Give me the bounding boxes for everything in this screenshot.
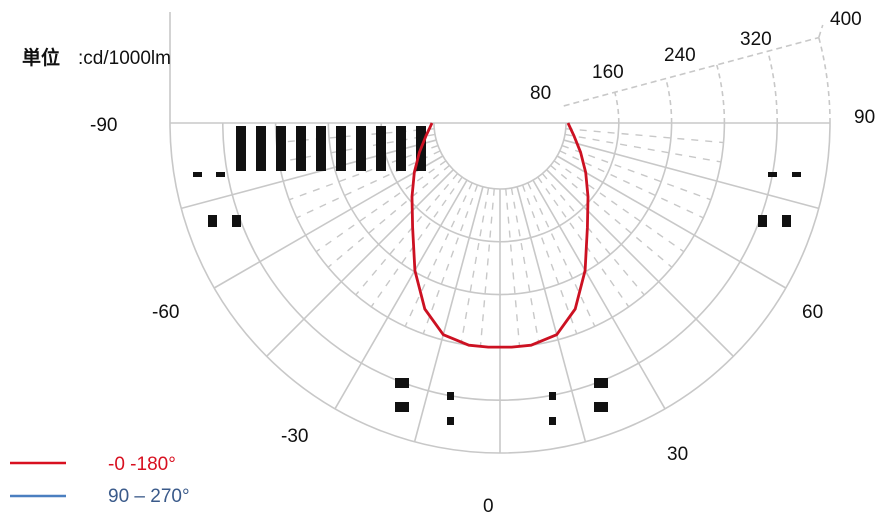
dash-marks bbox=[193, 126, 801, 425]
radial-dashed bbox=[460, 187, 490, 345]
angle-tick-label: 0 bbox=[483, 496, 494, 517]
radial-dashed bbox=[537, 176, 630, 308]
radial-dashed bbox=[527, 182, 596, 327]
dash-mark bbox=[549, 417, 556, 425]
dash-mark bbox=[768, 172, 777, 177]
ring-ext-320 bbox=[767, 51, 779, 124]
radial-dashed bbox=[564, 133, 722, 163]
unit-prefix: 単位 bbox=[22, 46, 60, 69]
dash-mark bbox=[216, 172, 225, 177]
radial-dashed bbox=[327, 164, 450, 268]
unit-label: :cd/1000lm bbox=[78, 48, 171, 69]
dash-mark bbox=[232, 215, 241, 227]
dash-mark bbox=[447, 417, 454, 425]
dash-mark bbox=[376, 126, 386, 171]
dash-mark bbox=[396, 126, 406, 171]
scale-line bbox=[563, 36, 819, 107]
radial-solid bbox=[181, 139, 437, 210]
radial-dashed bbox=[521, 184, 578, 335]
radial-dashed bbox=[561, 144, 712, 201]
radial-solid bbox=[334, 179, 468, 410]
radial-dashed bbox=[510, 187, 540, 345]
radial-dashed bbox=[565, 128, 724, 144]
ring-ext-80 bbox=[614, 92, 620, 124]
radial-dashed bbox=[355, 173, 459, 296]
radial-solid bbox=[546, 169, 734, 357]
radial-solid bbox=[413, 186, 484, 442]
dash-mark bbox=[594, 402, 608, 412]
dash-mark bbox=[549, 392, 556, 400]
dash-mark bbox=[276, 126, 286, 171]
dash-mark bbox=[236, 126, 246, 171]
r-tick-label-400: 400 bbox=[830, 9, 862, 30]
r-tick-label-240: 240 bbox=[664, 45, 696, 66]
radial-solid bbox=[532, 179, 666, 410]
dash-mark bbox=[316, 126, 326, 171]
radial-dashed bbox=[422, 184, 479, 335]
radial-dashed bbox=[479, 188, 495, 347]
dash-mark bbox=[356, 126, 366, 171]
radial-dashed bbox=[288, 144, 439, 201]
angle-tick-label: 60 bbox=[802, 302, 823, 323]
series-curves bbox=[410, 122, 590, 349]
r-tick-label-80: 80 bbox=[530, 83, 551, 104]
ring-ext-160 bbox=[665, 78, 673, 124]
dash-mark bbox=[782, 215, 791, 227]
radial-dashed bbox=[559, 150, 704, 219]
dash-mark bbox=[792, 172, 801, 177]
r-tick-label-320: 320 bbox=[740, 29, 772, 50]
radial-dashed bbox=[370, 176, 463, 308]
radial-dashed bbox=[550, 164, 673, 268]
series-1-curve bbox=[410, 122, 590, 349]
scale-line-top bbox=[817, 24, 824, 38]
angle-tick-label: 30 bbox=[667, 444, 688, 465]
dash-mark bbox=[296, 126, 306, 171]
radial-solid bbox=[563, 139, 819, 210]
ring-0 bbox=[433, 122, 567, 190]
radial-solid bbox=[266, 169, 454, 357]
radial-dashed bbox=[404, 182, 473, 327]
r-tick-label-160: 160 bbox=[592, 62, 624, 83]
legend-label-series-1: -0 -180° bbox=[108, 454, 176, 475]
angle-tick-label: -90 bbox=[90, 115, 117, 136]
radial-dashed bbox=[553, 160, 685, 253]
dash-mark bbox=[395, 378, 409, 388]
dash-mark bbox=[336, 126, 346, 171]
dash-mark bbox=[208, 215, 217, 227]
angle-tick-label: 90 bbox=[854, 107, 875, 128]
dash-mark bbox=[395, 402, 409, 412]
radial-dashed bbox=[315, 160, 447, 253]
angle-tick-label: -60 bbox=[152, 302, 179, 323]
dash-mark bbox=[256, 126, 266, 171]
polar-grid bbox=[169, 12, 831, 454]
radial-dashed bbox=[505, 188, 521, 347]
radial-solid bbox=[556, 155, 787, 289]
dash-mark bbox=[594, 378, 608, 388]
radial-dashed bbox=[541, 173, 645, 296]
legend-label-series-2: 90 – 270° bbox=[108, 486, 190, 507]
dash-mark bbox=[193, 172, 202, 177]
ring-ext-240 bbox=[716, 64, 726, 124]
tick-labels: 80 160 240 320 400 -90 -60 -30 0 30 60 90 bbox=[90, 9, 875, 517]
dash-mark bbox=[447, 392, 454, 400]
radial-solid bbox=[213, 155, 444, 289]
angle-tick-label: -30 bbox=[281, 426, 308, 447]
radial-dashed bbox=[296, 150, 441, 219]
dash-mark bbox=[758, 215, 767, 227]
radial-solid bbox=[516, 186, 587, 442]
ring-ext-400 bbox=[818, 37, 831, 124]
